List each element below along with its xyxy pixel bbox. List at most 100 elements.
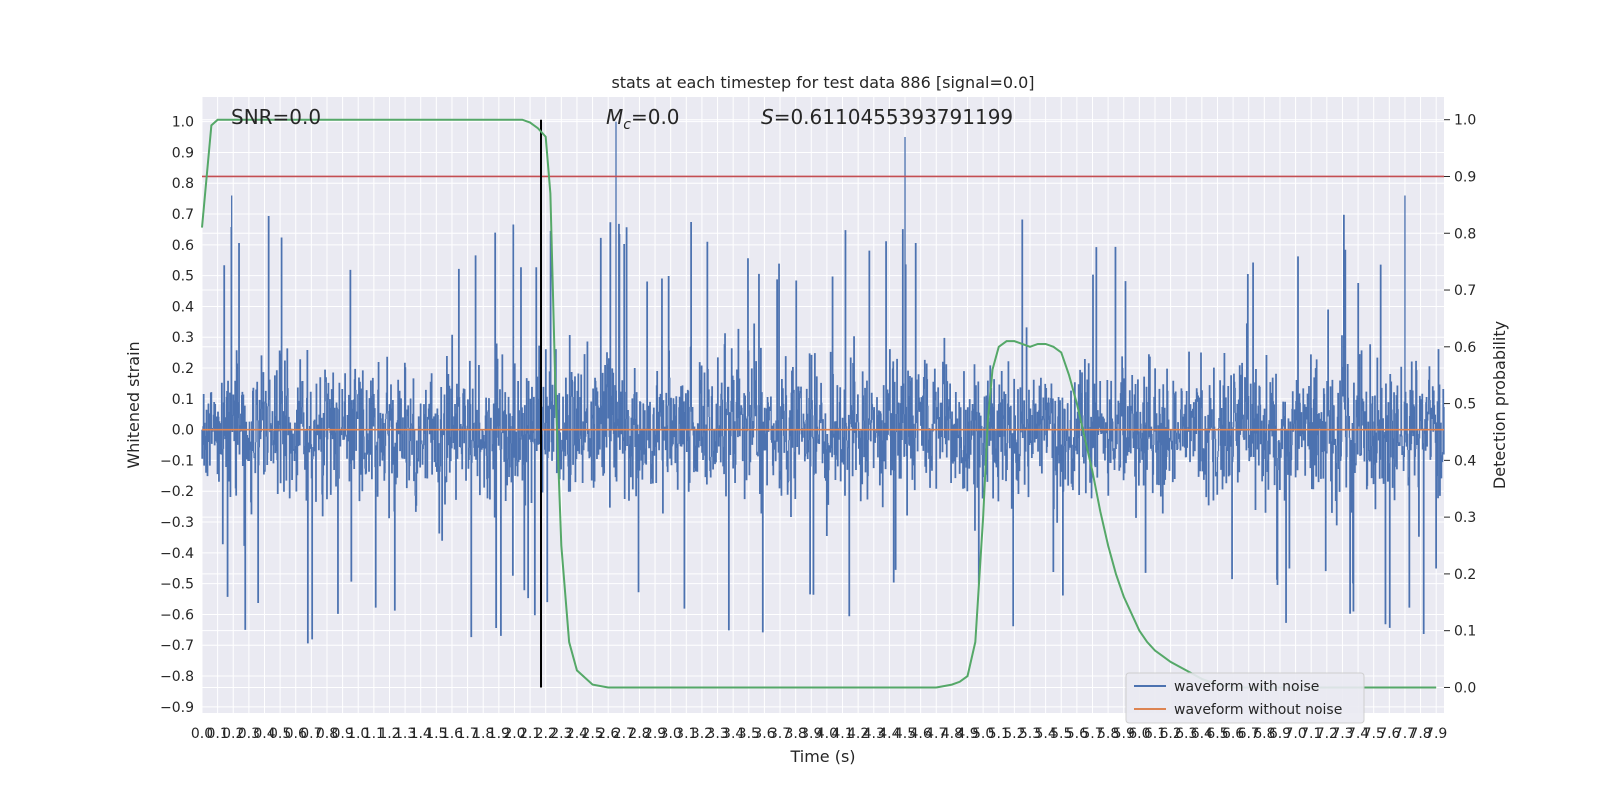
y-left-tick-label: 0.9 <box>172 145 194 161</box>
x-tick-label: 7.7 <box>1394 726 1416 742</box>
legend: waveform with noise waveform without noi… <box>1125 672 1365 724</box>
y-left-tick-label: 0.2 <box>172 361 194 377</box>
x-tick-label: 2.0 <box>503 726 525 742</box>
y-left-tick-label: 0.5 <box>172 269 194 285</box>
y-left-tick-label: 0.4 <box>172 299 194 315</box>
y-left-tick-label: 0.7 <box>172 207 194 223</box>
y-left-tick-label: 1.0 <box>172 115 194 131</box>
x-tick-label: 2.9 <box>644 726 666 742</box>
x-tick-label: 0.3 <box>238 726 260 742</box>
y-left-tick-label: −0.4 <box>160 546 194 562</box>
y-right-tick-label: 0.6 <box>1454 340 1476 356</box>
x-tick-label: 7.8 <box>1409 726 1431 742</box>
x-tick-label: 0.4 <box>253 726 275 742</box>
x-tick-label: 6.3 <box>1175 726 1197 742</box>
x-tick-label: 3.1 <box>675 726 697 742</box>
x-tick-label: 3.0 <box>660 726 682 742</box>
x-tick-label: 5.3 <box>1019 726 1041 742</box>
x-axis-label: Time (s) <box>789 747 855 766</box>
legend-label-noisy: waveform with noise <box>1174 679 1319 695</box>
y-left-tick-label: −0.3 <box>160 515 194 531</box>
x-tick-label: 4.5 <box>894 726 916 742</box>
chirp-mass-annotation: Mc=0.0 <box>606 105 680 133</box>
x-tick-label: 2.5 <box>581 726 603 742</box>
x-tick-label: 6.8 <box>1253 726 1275 742</box>
chart-title: stats at each timestep for test data 886… <box>611 73 1034 92</box>
x-tick-label: 5.5 <box>1050 726 1072 742</box>
x-tick-label: 0.1 <box>206 726 228 742</box>
y-left-tick-label: −0.1 <box>160 453 194 469</box>
y-right-tick-labels: 1.0 0.9 0.8 0.7 0.6 0.5 0.4 0.3 0.2 0.1 0.0 <box>1444 113 1476 696</box>
x-tick-label: 4.0 <box>816 726 838 742</box>
x-tick-label: 5.1 <box>988 726 1010 742</box>
x-tick-label: 6.5 <box>1206 726 1228 742</box>
y-left-tick-label: 0.6 <box>172 238 194 254</box>
legend-box <box>1125 672 1365 724</box>
x-tick-label: 5.6 <box>1066 726 1088 742</box>
x-tick-label: 7.3 <box>1331 726 1353 742</box>
x-tick-label: 0.2 <box>222 726 244 742</box>
x-tick-label: 4.1 <box>831 726 853 742</box>
y-left-tick-label: 0.1 <box>172 392 194 408</box>
detection-probability-line <box>201 118 1437 689</box>
x-tick-label: 0.9 <box>331 726 353 742</box>
y-right-tick-label: 0.9 <box>1454 169 1476 185</box>
y-left-tick-label: −0.6 <box>160 607 194 623</box>
y-axis-label-left: Whitened strain <box>124 341 143 468</box>
x-tick-label: 7.9 <box>1425 726 1447 742</box>
x-tick-label: 2.3 <box>550 726 572 742</box>
x-tick-label: 5.4 <box>1034 726 1056 742</box>
y-right-tick-label: 0.2 <box>1454 567 1476 583</box>
x-tick-label: 6.1 <box>1144 726 1166 742</box>
x-tick-label: 0.0 <box>191 726 213 742</box>
y-right-tick-label: 0.3 <box>1454 510 1476 526</box>
x-tick-label: 3.8 <box>785 726 807 742</box>
x-tick-label: 3.3 <box>706 726 728 742</box>
y-right-tick-label: 0.1 <box>1454 624 1476 640</box>
x-tick-label: 7.4 <box>1347 726 1369 742</box>
x-tick-label: 4.8 <box>941 726 963 742</box>
y-axis-label-right: Detection probability <box>1490 321 1509 489</box>
x-tick-label: 2.4 <box>566 726 588 742</box>
x-tick-label: 2.6 <box>597 726 619 742</box>
x-tick-label: 1.5 <box>425 726 447 742</box>
y-left-tick-label: −0.7 <box>160 638 194 654</box>
x-tick-label: 2.7 <box>613 726 635 742</box>
x-tick-label: 2.2 <box>535 726 557 742</box>
y-left-tick-label: −0.8 <box>160 669 194 685</box>
y-left-tick-label: 0.8 <box>172 176 194 192</box>
y-left-tick-label: 0.0 <box>172 423 194 439</box>
x-tick-label: 0.5 <box>269 726 291 742</box>
y-right-tick-label: 0.5 <box>1454 397 1476 413</box>
x-tick-label: 5.9 <box>1113 726 1135 742</box>
x-tick-label: 4.4 <box>878 726 900 742</box>
y-right-tick-label: 0.4 <box>1454 453 1476 469</box>
x-tick-label: 5.0 <box>972 726 994 742</box>
x-tick-label: 7.2 <box>1316 726 1338 742</box>
y-left-tick-labels: 1.0 0.9 0.8 0.7 0.6 0.5 0.4 0.3 0.2 0.1 0.0 −0.1 −0.… <box>160 115 194 716</box>
x-tick-label: 3.5 <box>738 726 760 742</box>
x-tick-label: 0.8 <box>316 726 338 742</box>
y-left-tick-label: −0.5 <box>160 577 194 593</box>
x-tick-label: 1.2 <box>378 726 400 742</box>
x-tick-label: 1.6 <box>441 726 463 742</box>
x-tick-label: 4.6 <box>910 726 932 742</box>
x-tick-label: 3.4 <box>722 726 744 742</box>
y-left-tick-label: −0.2 <box>160 484 194 500</box>
x-tick-label: 5.2 <box>1003 726 1025 742</box>
y-right-tick-label: 0.7 <box>1454 283 1476 299</box>
x-tick-label: 4.3 <box>863 726 885 742</box>
x-tick-label: 5.7 <box>1081 726 1103 742</box>
x-tick-label: 4.2 <box>847 726 869 742</box>
plot-background <box>202 97 1444 713</box>
x-tick-label: 7.5 <box>1363 726 1385 742</box>
x-tick-label: 6.2 <box>1159 726 1181 742</box>
x-tick-label: 6.9 <box>1269 726 1291 742</box>
x-tick-label: 1.9 <box>488 726 510 742</box>
snr-annotation: SNR=0.0 <box>231 105 321 129</box>
y-right-tick-label: 0.0 <box>1454 680 1476 696</box>
x-tick-label: 3.7 <box>769 726 791 742</box>
x-tick-label: 1.7 <box>456 726 478 742</box>
x-tick-label: 3.2 <box>691 726 713 742</box>
